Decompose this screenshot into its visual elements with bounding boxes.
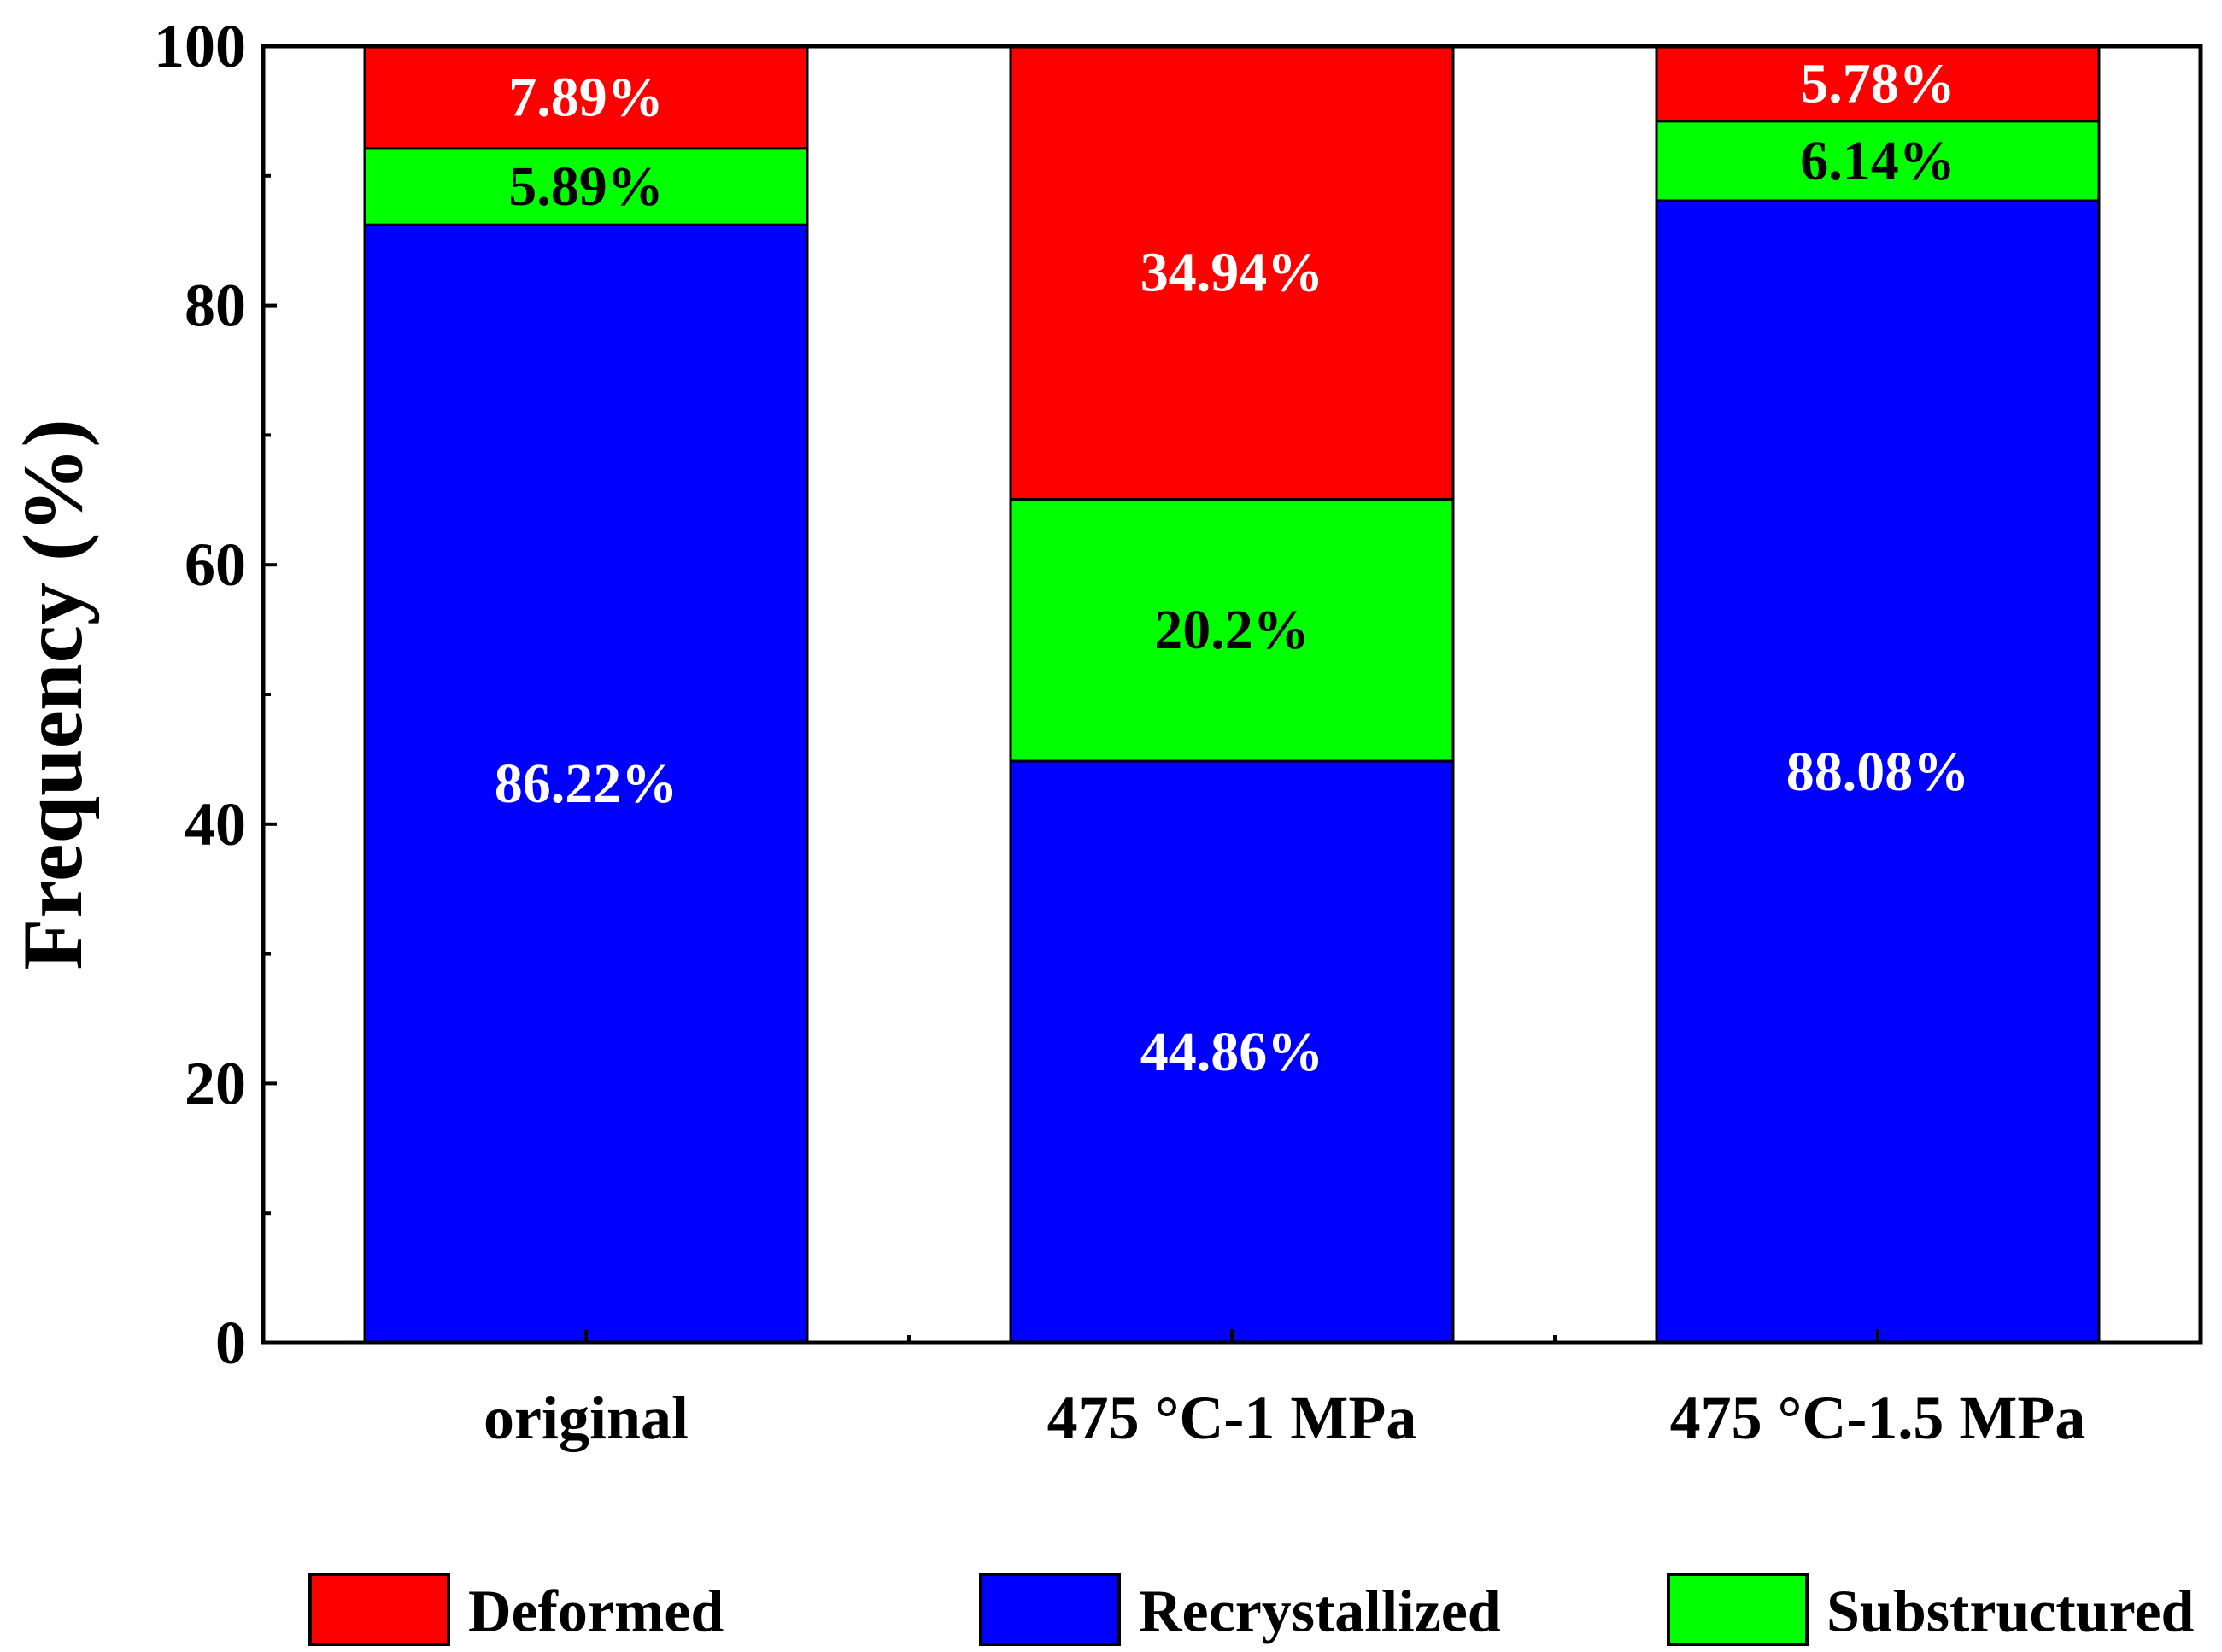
legend-label-deformed: Deformed [468,1579,724,1645]
data-label-recrystallized-2: 44.86% [1140,1021,1324,1083]
y-tick-label: 80 [185,272,246,340]
y-tick-label: 100 [154,12,246,80]
bar-segment-substructured-3 [1655,120,2101,202]
bar-segment-deformed-3 [1655,44,2101,123]
y-axis-title: Frequency (%) [5,419,100,970]
data-label-deformed-3: 5.78% [1800,52,1955,114]
data-label-recrystallized-1: 86.22% [495,753,678,815]
bars-layer [363,44,2101,1344]
data-label-deformed-2: 34.94% [1140,242,1324,304]
legend-label-recrystallized: Recrystallized [1139,1579,1501,1645]
data-label-substructured-3: 6.14% [1800,130,1955,192]
legend: Deformed Recrystallized Substructured [308,1573,2195,1646]
bar-segment-substructured-2 [1009,497,1455,763]
data-label-substructured-2: 20.2% [1154,599,1310,661]
x-tick-label: 475 °C-1.5 MPa [1670,1384,2086,1452]
x-tick-label: original [484,1384,689,1452]
legend-swatch-recrystallized [979,1573,1121,1646]
y-tick-label: 40 [185,790,246,858]
data-label-substructured-1: 5.89% [508,155,664,218]
bar-segment-recrystallized-1 [363,223,809,1344]
y-tick-label: 20 [185,1049,246,1117]
bar-labels-layer: 86.22% 5.89% 7.89% 44.86% 20.2% 34.94% 88.08% 6… [495,52,1970,1083]
bar-segment-recrystallized-2 [1009,759,1455,1344]
bar-segment-deformed-2 [1009,44,1455,501]
y-tick-label: 0 [215,1309,246,1377]
data-label-recrystallized-3: 88.08% [1786,741,1970,803]
data-label-deformed-1: 7.89% [508,66,664,128]
x-tick-label: 475 °C-1 MPa [1047,1384,1417,1452]
axes-layer: 0 20 40 60 80 100 original 475 °C-1 MPa 475 °C-1… [154,12,2085,1452]
legend-swatch-deformed [308,1573,450,1646]
legend-swatch-substructured [1667,1573,1809,1646]
bar-segment-substructured-1 [363,147,809,226]
legend-label-substructured: Substructured [1826,1579,2195,1645]
bar-segment-recrystallized-3 [1655,199,2101,1344]
y-tick-label: 60 [185,530,246,599]
